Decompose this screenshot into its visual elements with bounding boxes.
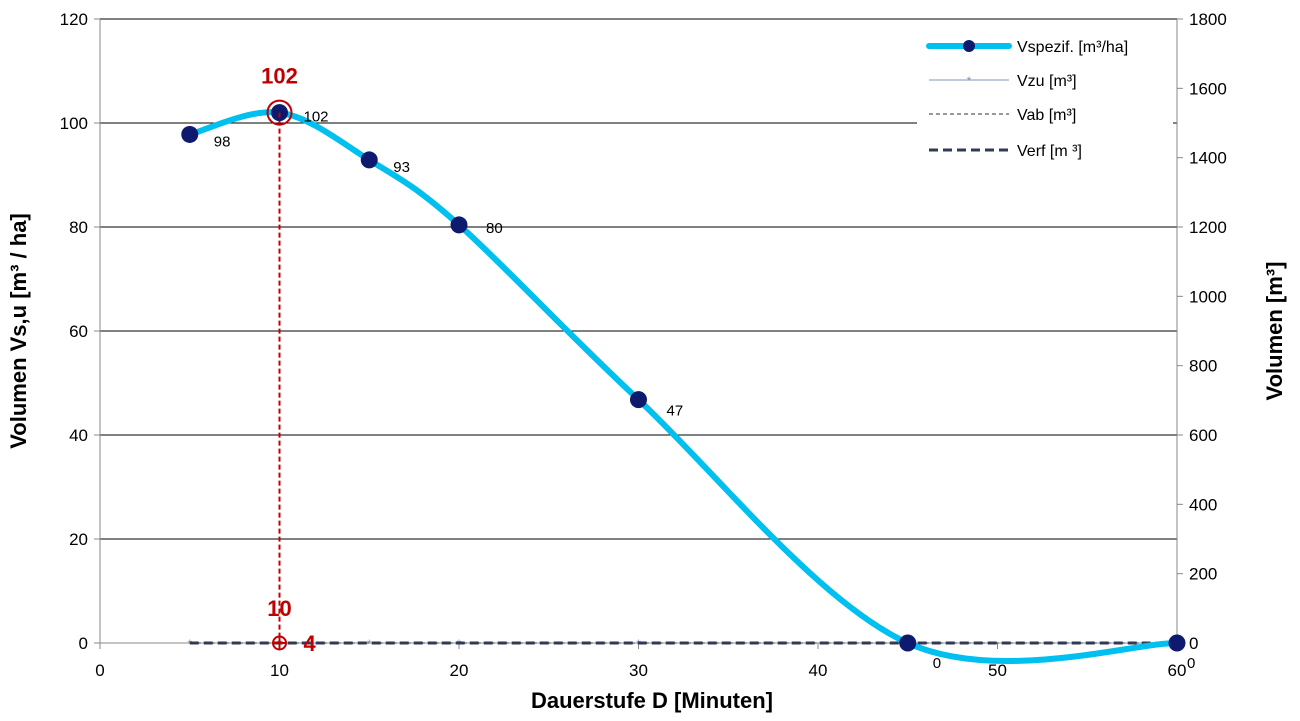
y2-tick-label: 1200 — [1189, 218, 1227, 237]
y-tick-label: 100 — [60, 114, 88, 133]
annotation-layer: 102 10 4 — [261, 64, 316, 656]
data-label: 102 — [304, 109, 329, 126]
volume-label: 4 — [304, 631, 317, 656]
y2-tick-label: 1600 — [1189, 79, 1227, 98]
y-tick-label: 40 — [69, 426, 88, 445]
series-line-vspezif — [186, 109, 1180, 664]
x-tick-label: 10 — [270, 661, 289, 680]
x-tick-label: 60 — [1168, 661, 1187, 680]
peak-marker-ring — [266, 99, 293, 126]
vzu-marker: * — [367, 637, 372, 651]
legend-box — [917, 24, 1173, 192]
y-tick-label: 0 — [79, 634, 88, 653]
data-label: 47 — [667, 403, 684, 420]
legend: Vspezif. [m³/ha] * Vzu [m³] Vab [m³] Verf [m… — [917, 24, 1173, 192]
y2-tick-label: 1800 — [1189, 10, 1227, 29]
y-tick-label: 80 — [69, 218, 88, 237]
legend-label: Vab [m³] — [1017, 107, 1076, 124]
data-point — [899, 634, 917, 652]
duration-label: 10 — [267, 596, 291, 621]
data-label: 0 — [1187, 655, 1195, 672]
legend-label: Vspezif. [m³/ha] — [1017, 39, 1128, 56]
x-axis-label: Dauerstufe D [Minuten] — [531, 688, 773, 713]
peak-value-label: 102 — [261, 64, 298, 89]
y-tick-label: 120 — [60, 10, 88, 29]
data-point — [360, 151, 378, 169]
x-tick-label: 40 — [809, 661, 828, 680]
legend-label: Vzu [m³] — [1017, 73, 1077, 90]
y2-axis-label: Volumen [m³] — [1262, 262, 1287, 401]
y2-tick-label: 600 — [1189, 426, 1217, 445]
data-point — [1168, 634, 1186, 652]
y2-tick-label: 200 — [1189, 565, 1217, 584]
x-tick-label: 30 — [629, 661, 648, 680]
y-tick-label: 60 — [69, 322, 88, 341]
data-label: 0 — [933, 655, 941, 672]
y2-tick-label: 1400 — [1189, 149, 1227, 168]
legend-label: Verf [m ³] — [1017, 143, 1082, 160]
tick-labels: 0204060801001200200400600800100012001400… — [60, 10, 1227, 680]
data-point — [630, 391, 647, 409]
data-point — [181, 125, 199, 143]
y-axis-label: Volumen Vs,u [m³ / ha] — [6, 213, 31, 449]
y2-tick-label: 1000 — [1189, 287, 1227, 306]
x-tick-label: 0 — [95, 661, 104, 680]
y2-tick-label: 0 — [1189, 634, 1198, 653]
y2-tick-label: 800 — [1189, 357, 1217, 376]
y2-tick-label: 400 — [1189, 495, 1217, 514]
legend-marker-vzu: * — [967, 74, 972, 88]
data-label: 93 — [393, 159, 410, 176]
data-point — [450, 216, 468, 234]
data-label: 80 — [486, 220, 503, 237]
x-tick-label: 50 — [988, 661, 1007, 680]
data-label: 98 — [214, 133, 231, 150]
legend-marker-vspezif — [963, 40, 975, 52]
x-tick-label: 20 — [450, 661, 469, 680]
y-tick-label: 20 — [69, 530, 88, 549]
